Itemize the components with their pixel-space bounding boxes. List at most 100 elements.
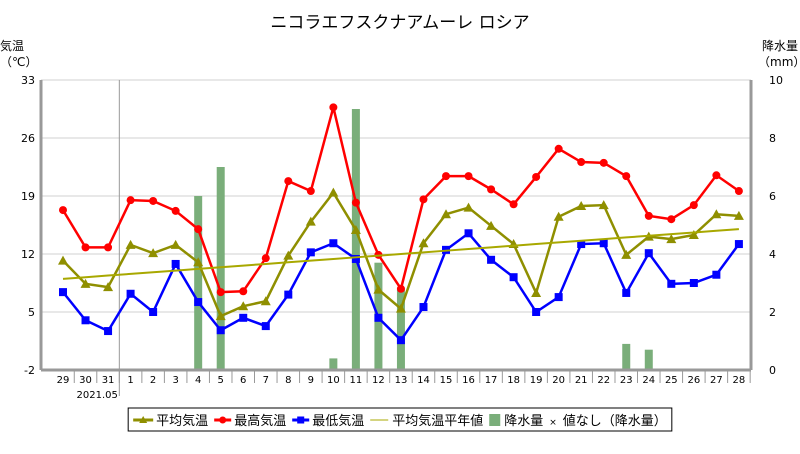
min-temp-point [59,288,67,297]
min-temp-point [734,240,743,249]
left-axis-label-1: 気温 [0,38,24,53]
avg-temp-point [328,187,339,197]
max-temp-point [351,198,360,207]
x-tick-label: 12 [372,375,385,386]
max-temp-point [667,215,676,224]
x-tick-label: 1 [127,375,133,386]
min-temp-point [306,248,315,257]
legend-label-precip: 降水量 [504,414,543,429]
avg-temp-point [215,311,226,321]
min-temp-point [712,270,721,279]
min-temp-point [554,293,563,302]
max-temp-point [216,288,225,297]
x-tick-label: 29 [57,375,70,386]
min-temp-point [374,313,383,322]
x-tick-label: 4 [195,375,201,386]
series-line [61,107,740,294]
left-tick-label: 12 [21,248,35,261]
min-temp-point [464,229,473,238]
avg-temp-point [260,296,271,306]
avg-temp-point [666,234,677,244]
max-temp-point [487,185,496,194]
avg-temp-point [621,249,632,259]
x-tick-label: 31 [102,375,115,386]
min-temp-point [689,279,698,287]
x-tick-label: 25 [665,375,678,386]
precip-bar [194,196,203,370]
min-temp-point [509,273,518,282]
avg-temp-point [395,303,406,313]
legend-label-min: 最低気温 [312,413,364,429]
x-tick-label: 22 [597,375,610,386]
avg-temp-point [553,211,564,221]
min-temp-point [149,308,158,316]
precip-bar [216,167,225,370]
max-temp-point [554,144,563,153]
precip-bar [644,349,653,370]
x-tick-label: 28 [733,375,746,386]
precip-bar [622,343,631,370]
x-tick-label: 8 [285,375,291,386]
max-temp-point [284,177,293,186]
avg-temp-point [531,287,542,297]
avg-temp-point [80,278,91,288]
min-temp-point [261,322,270,331]
x-tick-label: 27 [710,375,723,386]
x-tick-label: 23 [620,375,633,386]
x-tick-label: 6 [240,375,246,386]
right-tick-label: 6 [769,190,776,203]
series-line [62,228,739,280]
max-temp-point [194,225,203,234]
x-tick-label: 18 [507,375,520,386]
precip-bar [351,109,360,370]
avg-temp-point [350,224,361,234]
right-tick-label: 0 [769,364,776,377]
avg-temp-point [103,282,114,292]
avg-temp-point [463,202,474,212]
x-tick-label: 13 [395,375,408,386]
precip-bar [329,358,338,370]
x-tick-label: 20 [552,375,565,386]
min-temp-point [126,289,135,298]
legend-label-max: 最高気温 [234,413,286,429]
right-axis-label-1: 降水量 [762,39,798,53]
x-tick-label: 15 [440,375,453,386]
avg-temp-point [148,248,159,258]
avg-temp-point [441,209,452,219]
avg-temp-point [576,200,587,210]
max-temp-point [464,172,473,181]
x-tick-label: 10 [327,375,340,386]
max-temp-point [104,243,113,252]
avg-temp-point [733,210,744,220]
right-tick-label: 2 [769,306,776,319]
legend-min-marker [297,416,305,424]
right-tick-label: 4 [769,248,776,261]
avg-temp-point [58,255,68,265]
min-temp-point [81,316,90,325]
x-tick-label: 26 [687,375,700,386]
max-temp-point [712,171,721,180]
max-temp-point [532,172,541,181]
max-temp-point [622,172,631,181]
x-tick-label: 14 [417,375,430,386]
max-temp-point [689,201,698,210]
right-tick-label: 8 [769,132,776,145]
legend-label-missing: 値なし（降水量） [563,413,667,429]
avg-temp-point [238,301,249,311]
min-temp-point [667,279,676,288]
left-axis-label-2: （℃） [0,55,37,69]
x-tick-label: 21 [575,375,588,386]
left-tick-label: 26 [21,132,35,145]
x-tick-label: 30 [79,375,92,386]
min-temp-point [644,249,653,258]
max-temp-point [59,206,67,215]
min-temp-point [194,298,203,307]
x-tick-label: 7 [263,375,269,386]
max-temp-point [442,172,451,181]
avg-temp-point [598,200,609,210]
avg-temp-point [283,250,294,260]
max-temp-point [81,243,90,252]
min-temp-point [104,327,113,336]
avg-temp-point [373,284,384,294]
min-temp-point [396,336,405,345]
